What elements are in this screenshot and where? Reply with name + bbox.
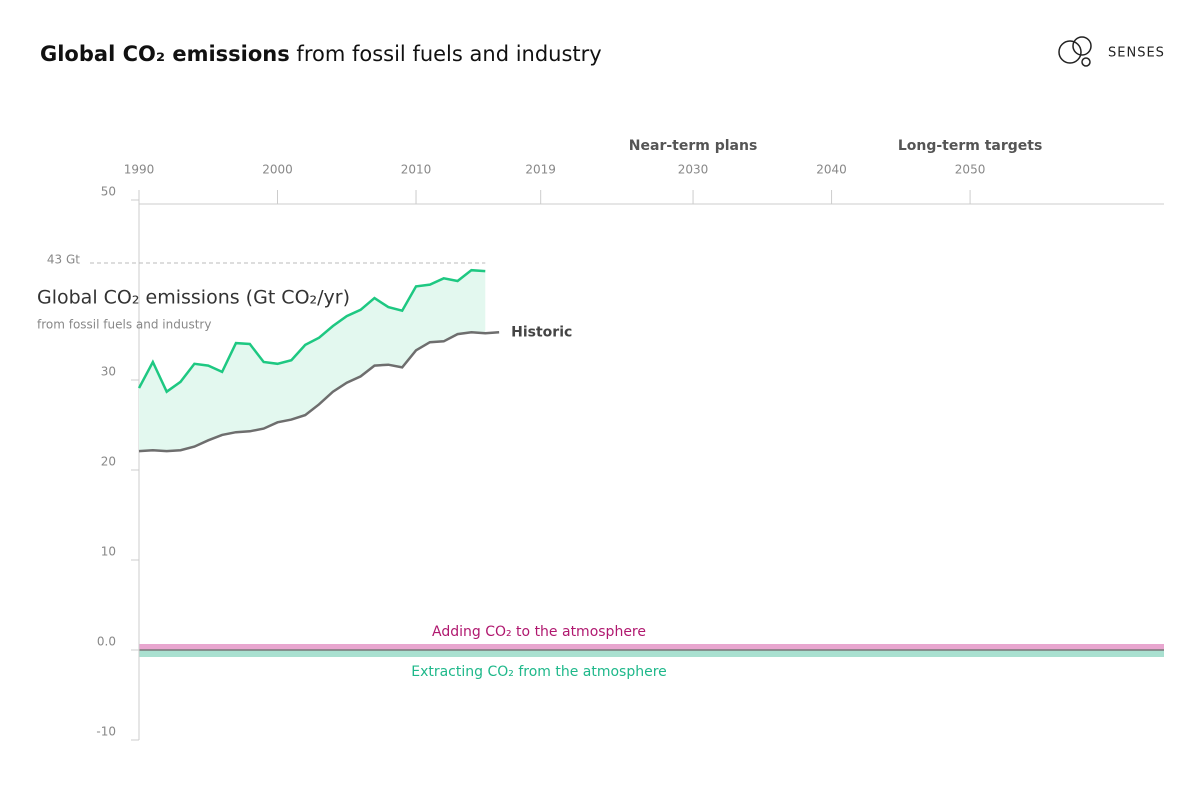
chart-title: Global CO₂ emissions (Gt CO₂/yr) (37, 287, 350, 309)
x-tick-label: 2050 (955, 163, 986, 177)
y-tick-label: 20 (101, 455, 116, 469)
x-tick-label: 2010 (401, 163, 432, 177)
y-tick-label: 10 (101, 545, 116, 559)
x-tick-label: 2000 (262, 163, 293, 177)
logo-circle (1081, 57, 1091, 67)
logo-circle (1058, 40, 1082, 64)
band-extracting (139, 650, 1164, 657)
band-adding (139, 644, 1164, 650)
phase-label: Long-term targets (898, 138, 1042, 154)
phase-label: Near-term plans (629, 138, 758, 154)
series-line (137, 268, 486, 394)
range-area (139, 270, 486, 452)
y-tick-label: -10 (96, 725, 116, 739)
logo-text: SENSES (1108, 46, 1165, 61)
title-bold: Global CO₂ emissions (40, 42, 290, 66)
logo: SENSES (1058, 36, 1165, 67)
band-label: Adding CO₂ to the atmosphere (432, 624, 646, 640)
series-line (138, 331, 500, 453)
x-tick-label: 1990 (124, 163, 155, 177)
title-rest: from fossil fuels and industry (290, 42, 602, 66)
band-label: Extracting CO₂ from the atmosphere (411, 664, 667, 680)
x-tick-label: 2040 (816, 163, 847, 177)
page-title: Global CO₂ emissions from fossil fuels a… (40, 42, 602, 66)
y-tick-label: 30 (101, 365, 116, 379)
series-label: Historic (511, 324, 572, 340)
logo-circle (1072, 36, 1092, 56)
x-tick-label: 2019 (525, 163, 556, 177)
chart-subtitle: from fossil fuels and industry (37, 318, 211, 332)
y-tick-label: 0.0 (97, 635, 116, 649)
reference-label: 43 Gt (47, 253, 80, 267)
x-tick-label: 2030 (678, 163, 709, 177)
y-tick-label: 50 (101, 185, 116, 199)
